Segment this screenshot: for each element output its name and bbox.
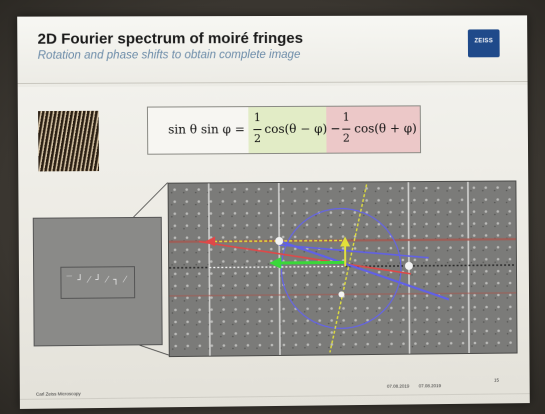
fourier-spectrum-plot xyxy=(169,181,517,356)
presentation-slide: 2D Fourier spectrum of moiré fringes Rot… xyxy=(17,15,530,409)
footer-date: 07.08.2019 xyxy=(386,383,410,389)
footer-company: Carl Zeiss Microscopy xyxy=(35,391,81,397)
zoom-connector-lines xyxy=(17,181,530,409)
fourier-spectrum-icon xyxy=(167,180,518,358)
inset-feature: ‾ ┘ ⁄ ┘ ⁄ ┐ ⁄ xyxy=(66,275,126,286)
page-number: 15 xyxy=(494,377,500,383)
footer-date-secondary: 07.08.2019 xyxy=(418,383,442,389)
real-space-image-icon: ‾ ┘ ⁄ ┘ ⁄ ┐ ⁄ xyxy=(32,216,163,347)
